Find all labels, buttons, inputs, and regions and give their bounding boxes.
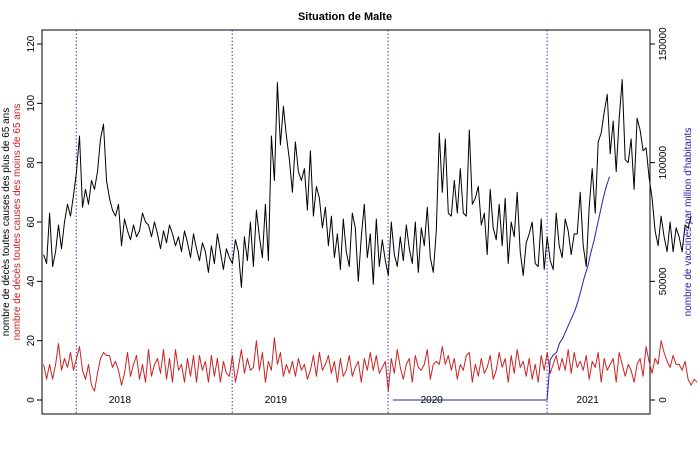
- series-layer: [43, 79, 698, 401]
- left-tick-label: 80: [26, 157, 37, 169]
- series-vaccinated-line: [392, 176, 610, 401]
- chart-title: Situation de Malte: [298, 11, 392, 23]
- left-axis-title-over65: nombre de décès toutes causes des plus d…: [1, 108, 12, 336]
- right-tick-label: 0: [658, 397, 669, 403]
- plot-frame: [41, 29, 651, 415]
- year-label: 2021: [577, 395, 600, 406]
- left-tick-label: 20: [26, 335, 37, 347]
- left-tick-label: 0: [26, 397, 37, 403]
- right-axis: 0 50000 100000 150000: [650, 27, 669, 403]
- year-label: 2018: [109, 395, 132, 406]
- right-tick-label: 100000: [658, 146, 669, 180]
- left-axis: 0 20 40 60 80 100 120: [26, 35, 42, 403]
- left-tick-label: 120: [26, 35, 37, 52]
- right-axis-title: nombre de vaccinés par million d'habitan…: [683, 128, 694, 317]
- right-tick-label: 50000: [658, 267, 669, 295]
- left-tick-label: 40: [26, 275, 37, 287]
- left-axis-title-under65: nombre de décès toutes causes des moins …: [12, 104, 23, 341]
- left-tick-label: 100: [26, 95, 37, 112]
- series-over65-line: [43, 79, 692, 288]
- right-tick-label: 150000: [658, 27, 669, 61]
- series-under65-line: [43, 337, 698, 392]
- left-tick-label: 60: [26, 216, 37, 228]
- year-label: 2019: [265, 395, 288, 406]
- year-separator-lines: [75, 30, 548, 414]
